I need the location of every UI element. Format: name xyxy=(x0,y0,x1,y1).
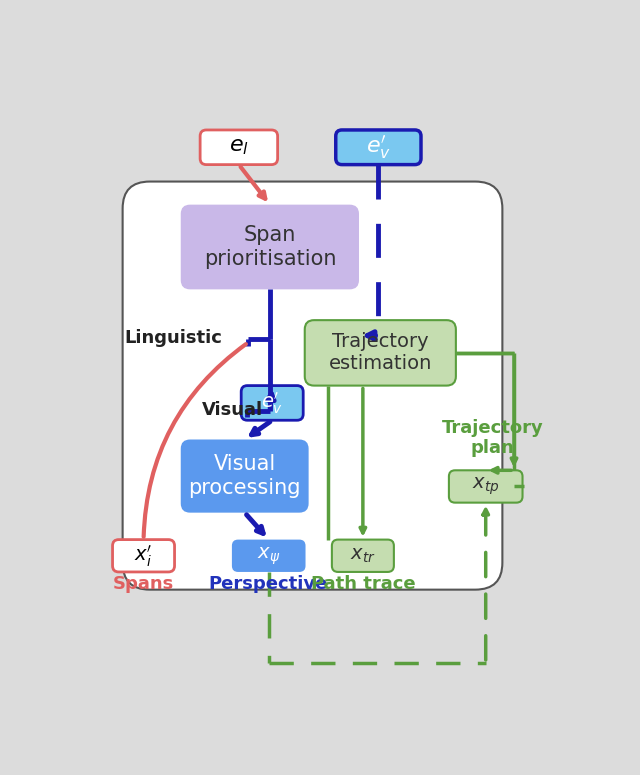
FancyBboxPatch shape xyxy=(200,130,278,164)
Text: Visual: Visual xyxy=(202,401,263,419)
Text: $x_{\psi}$: $x_{\psi}$ xyxy=(257,545,280,567)
Text: $e_v'$: $e_v'$ xyxy=(366,133,391,161)
Text: $x_{tp}$: $x_{tp}$ xyxy=(472,476,499,498)
FancyBboxPatch shape xyxy=(123,181,502,590)
Text: $e_v'$: $e_v'$ xyxy=(261,390,284,415)
Text: Spans: Spans xyxy=(113,575,174,593)
FancyBboxPatch shape xyxy=(232,539,305,572)
FancyBboxPatch shape xyxy=(336,130,421,164)
FancyBboxPatch shape xyxy=(241,386,303,420)
FancyBboxPatch shape xyxy=(332,539,394,572)
Text: Span
prioritisation: Span prioritisation xyxy=(204,226,336,269)
FancyBboxPatch shape xyxy=(113,539,175,572)
Text: $x_i'$: $x_i'$ xyxy=(134,543,153,569)
FancyBboxPatch shape xyxy=(180,439,308,512)
FancyBboxPatch shape xyxy=(305,320,456,386)
Text: $e_l$: $e_l$ xyxy=(229,137,249,157)
FancyBboxPatch shape xyxy=(449,470,522,503)
Text: Visual
processing: Visual processing xyxy=(188,454,301,498)
Text: Perspective: Perspective xyxy=(209,575,328,593)
Text: Trajectory
estimation: Trajectory estimation xyxy=(328,332,432,374)
Text: Linguistic: Linguistic xyxy=(124,329,222,347)
Text: Trajectory
plan: Trajectory plan xyxy=(442,418,543,457)
Text: $x_{tr}$: $x_{tr}$ xyxy=(350,546,376,565)
FancyBboxPatch shape xyxy=(180,205,359,289)
Text: Path trace: Path trace xyxy=(310,575,415,593)
